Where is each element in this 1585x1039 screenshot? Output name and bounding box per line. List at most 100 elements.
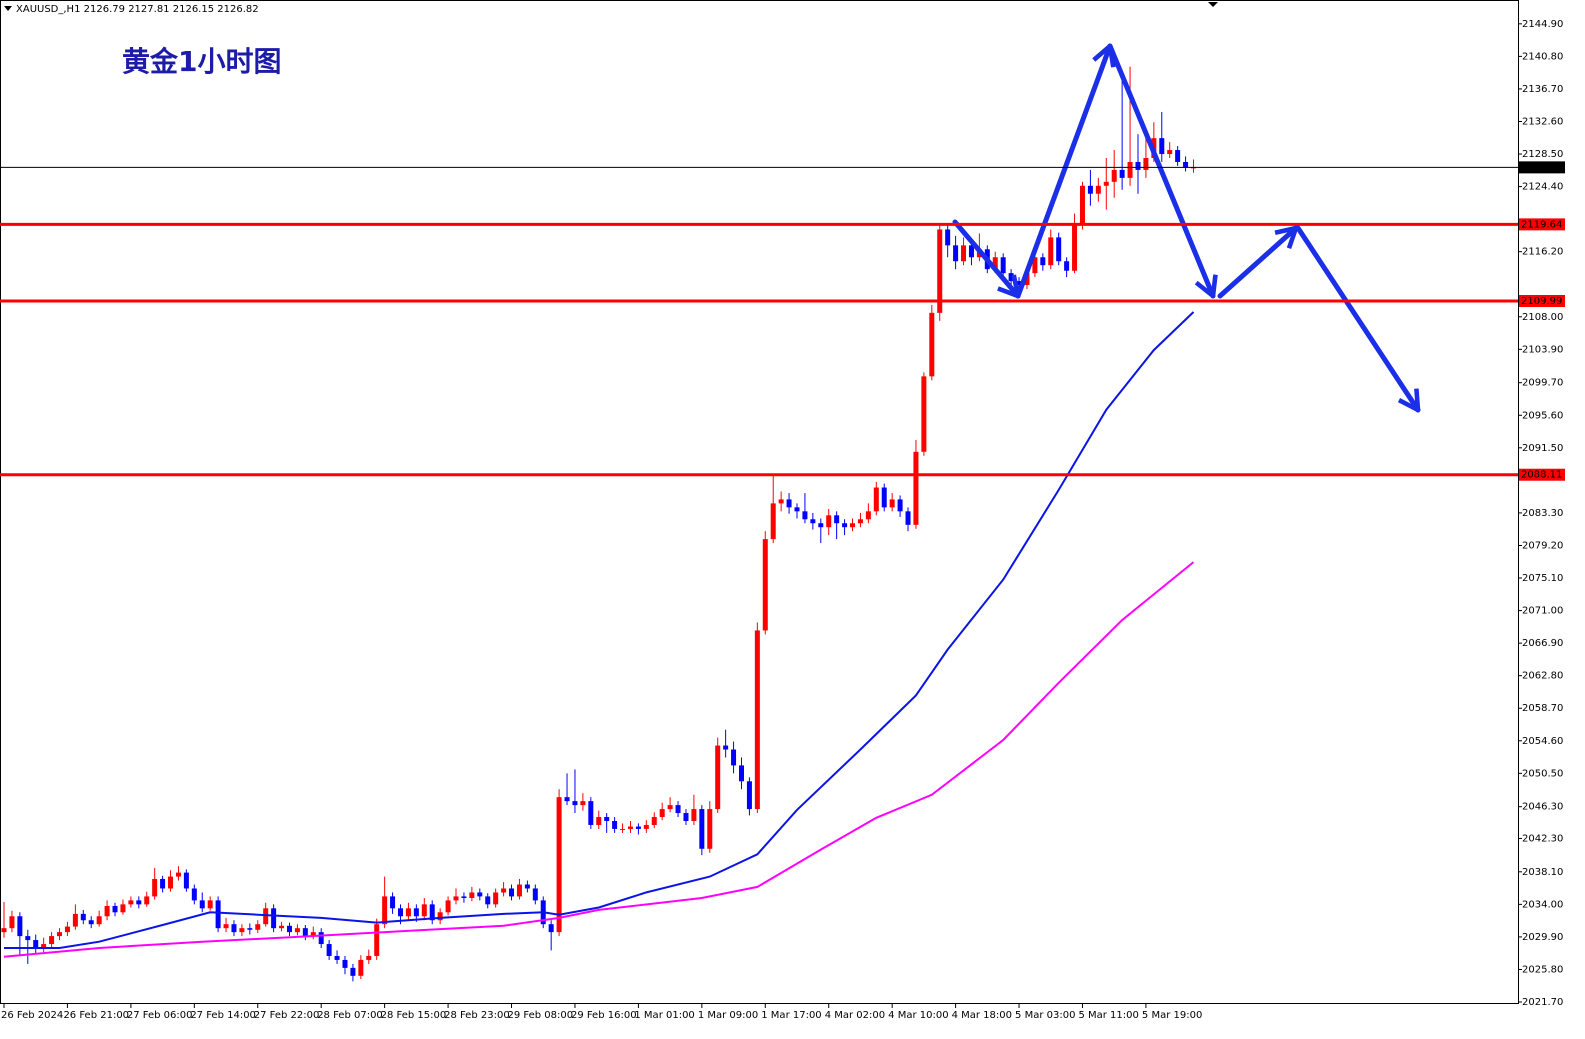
candle-body [627, 826, 633, 829]
candle-body [413, 908, 419, 917]
candle-body [746, 781, 752, 810]
arrow [1015, 43, 1116, 299]
x-tick-label: 28 Feb 15:00 [381, 1010, 447, 1021]
candle-body [223, 924, 229, 929]
candle-body [469, 892, 475, 899]
y-tick-label: 2140.80 [1522, 51, 1563, 62]
candle-body [810, 519, 816, 524]
level-label: 2119.64 [1521, 219, 1562, 230]
level-label-box [1519, 218, 1565, 231]
x-tick-label: 5 Mar 19:00 [1142, 1010, 1202, 1021]
candle-body [842, 523, 848, 528]
candle-body [247, 928, 253, 930]
candle-body [1087, 185, 1093, 194]
ma-line [4, 311, 1195, 949]
x-tick-label: 26 Feb 21:00 [63, 1010, 129, 1021]
candle-body [445, 900, 451, 913]
candle-body [548, 924, 554, 933]
candle-body [945, 229, 951, 246]
candle-body [992, 257, 998, 270]
y-tick-label: 2083.30 [1522, 508, 1563, 519]
candle-body [57, 932, 63, 937]
candle-body [929, 312, 935, 377]
candle-body [786, 499, 792, 508]
y-tick-label: 2050.50 [1522, 768, 1563, 779]
candle-body [850, 523, 856, 528]
candle-body [1008, 273, 1014, 282]
candle-body [802, 511, 808, 520]
arrow [1295, 225, 1421, 413]
candle-body [437, 912, 443, 921]
candle-body [144, 896, 150, 905]
candle-body [1000, 257, 1006, 274]
y-tick-label: 2116.20 [1522, 247, 1563, 258]
candle-body [865, 511, 871, 520]
candle-body [1032, 257, 1038, 274]
close: 2126.82 [217, 4, 258, 15]
candle-body [905, 511, 911, 525]
y-tick-label: 2062.80 [1522, 671, 1563, 682]
x-tick-label: 27 Feb 14:00 [190, 1010, 256, 1021]
level-label-box [1519, 295, 1565, 308]
candle-body [1175, 150, 1181, 162]
x-tick-label: 1 Mar 01:00 [634, 1010, 694, 1021]
candle-body [421, 904, 427, 917]
y-tick-label: 2108.00 [1522, 312, 1563, 323]
candle-body [501, 888, 507, 893]
candle-body [778, 499, 784, 504]
ma-line [3, 561, 1195, 958]
y-tick-label: 2124.40 [1522, 182, 1563, 193]
candle-body [453, 896, 459, 901]
candle-body [1143, 158, 1149, 170]
candle-body [699, 809, 705, 849]
y-tick-label: 2025.80 [1522, 964, 1563, 975]
candle-body [9, 916, 15, 929]
candle-body [873, 487, 879, 512]
candle-body [1079, 185, 1085, 226]
x-tick-label: 27 Feb 06:00 [127, 1010, 193, 1021]
candle-body [564, 797, 570, 802]
candle-body [310, 932, 316, 937]
candle-body [239, 928, 245, 933]
candle-body [1127, 161, 1133, 178]
x-tick-label: 4 Mar 02:00 [825, 1010, 885, 1021]
candle-body [429, 904, 435, 921]
candle-body [168, 876, 174, 889]
level-label-box [1519, 161, 1565, 174]
candle-body [770, 503, 776, 540]
candle-body [635, 826, 641, 829]
candle-body [183, 872, 189, 889]
candle-body [80, 913, 86, 921]
y-tick-label: 2103.90 [1522, 344, 1563, 355]
candle-body [1, 928, 7, 933]
x-tick-label: 29 Feb 16:00 [571, 1010, 637, 1021]
candle-body [88, 920, 94, 925]
candle-body [675, 805, 681, 814]
candle-body [1159, 138, 1165, 155]
candle-body [691, 809, 697, 821]
candle-body [366, 955, 372, 960]
candle-body [1183, 161, 1189, 168]
candle-body [1135, 161, 1141, 170]
candle-body [1111, 169, 1117, 182]
candle-body [390, 896, 396, 909]
candle-body [961, 245, 967, 262]
candle-body [318, 932, 324, 945]
candle-body [1072, 225, 1078, 271]
candle-body [834, 515, 840, 524]
arrow [952, 219, 1021, 299]
y-tick-label: 2034.00 [1522, 899, 1563, 910]
candle-body [897, 499, 903, 512]
annotation-arrows [952, 43, 1421, 413]
candle-body [72, 913, 78, 927]
y-tick-label: 2128.50 [1522, 149, 1563, 160]
candle-body [128, 900, 134, 905]
candle-body [1119, 169, 1125, 178]
candle-body [731, 749, 737, 766]
y-tick-label: 2066.90 [1522, 638, 1563, 649]
candle-body [279, 925, 285, 929]
candle-body [382, 896, 388, 925]
arrow [1217, 225, 1299, 299]
candle-body [1103, 181, 1109, 186]
candle-body [326, 944, 332, 956]
